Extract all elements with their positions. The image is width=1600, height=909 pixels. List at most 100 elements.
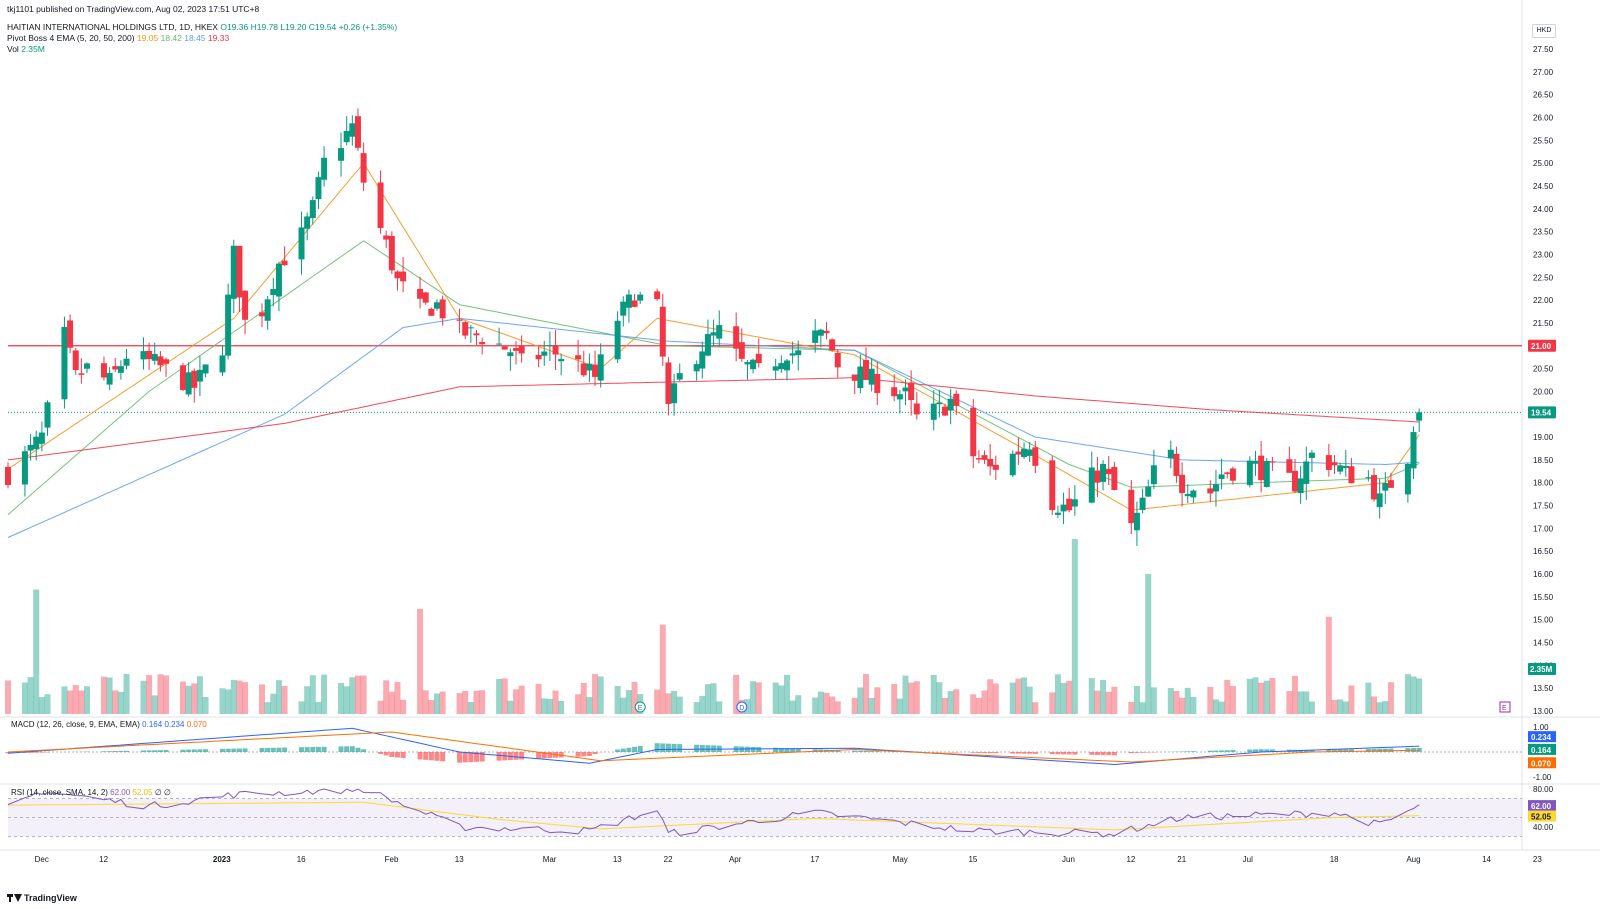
candle-body <box>671 383 678 404</box>
candle-body <box>778 363 785 370</box>
volume-bar <box>383 680 390 714</box>
macd-hist-bar <box>987 752 993 754</box>
macd-hist-bar <box>140 750 146 752</box>
volume-bar <box>61 686 68 714</box>
volume-bar <box>1342 701 1349 714</box>
macd-hist-bar <box>361 749 367 752</box>
candle-body <box>513 348 520 351</box>
volume-bar <box>625 690 632 714</box>
volume-bar <box>716 701 723 714</box>
ohlc-low: L19.20 <box>280 22 307 32</box>
volume-bar <box>501 678 508 714</box>
volume-bar <box>33 589 40 714</box>
candle-body <box>467 327 474 329</box>
volume-bar <box>106 677 113 714</box>
candle-body <box>439 299 446 319</box>
macd-hist-bar <box>790 748 796 752</box>
volume-bar <box>400 699 407 714</box>
last-price-label: 19.54 <box>1531 408 1552 417</box>
candle-body <box>795 350 802 356</box>
candle-body <box>716 325 723 339</box>
candle-body <box>67 320 74 348</box>
time-tick-6: Mar <box>543 855 557 864</box>
candle-body <box>580 363 587 376</box>
candle-body <box>1382 482 1389 491</box>
candle-body <box>625 294 632 308</box>
macd-hist-bar <box>1326 749 1332 752</box>
tradingview-logo-icon <box>7 894 22 902</box>
price-tick-19: 18.00 <box>1533 479 1554 488</box>
candle-body <box>383 235 390 240</box>
macd-hist-bar <box>33 752 39 753</box>
currency-badge[interactable]: HKD <box>1532 24 1556 38</box>
macd-hist-bar <box>434 752 440 761</box>
volume-bar <box>179 681 186 714</box>
footer-brand[interactable]: TradingView <box>7 893 77 903</box>
volume-bar <box>507 700 514 714</box>
candle-body <box>1133 512 1140 531</box>
last-price-label-bg <box>1528 406 1556 419</box>
candle-body <box>992 464 999 470</box>
volume-bar <box>580 682 587 714</box>
volume-bar <box>812 697 819 714</box>
macd-hist-bar <box>660 743 666 752</box>
candle-body <box>1049 460 1056 511</box>
macd-hist-bar <box>671 743 677 752</box>
volume-bar <box>298 701 305 714</box>
macd-hist-bar <box>857 750 863 752</box>
candle-body <box>1054 512 1061 515</box>
volume-bar <box>259 684 266 714</box>
macd-hist-bar <box>1032 752 1038 754</box>
candle-body <box>1229 468 1236 481</box>
price-tick-5: 25.00 <box>1533 159 1554 168</box>
candle-body <box>541 351 548 356</box>
volume-bar <box>665 693 672 714</box>
volume-bar <box>422 690 429 714</box>
candle-body <box>354 116 361 148</box>
macd-hist-bar <box>1111 752 1117 756</box>
macd-hist-bar <box>163 750 169 752</box>
rsi-tick-0: 80.00 <box>1533 785 1554 794</box>
macd-hist-bar <box>750 746 756 752</box>
volume-bar <box>456 693 463 714</box>
volume-bar <box>659 624 666 714</box>
macd-hist-bar <box>39 752 45 753</box>
volume-bar <box>462 690 469 714</box>
macd-hist-bar <box>423 752 429 760</box>
candle-body <box>304 216 311 229</box>
volume-bar <box>541 698 548 714</box>
candle-body <box>936 402 943 405</box>
volume-bar <box>896 698 903 714</box>
macd-hist-bar <box>519 752 525 760</box>
volume-bar <box>851 697 858 714</box>
candle-body <box>264 299 271 321</box>
candle-body <box>473 333 480 336</box>
macd-hist-bar <box>536 752 542 759</box>
candle-body <box>942 406 949 416</box>
volume-bar <box>1365 682 1372 714</box>
macd-hist-bar <box>1258 749 1264 752</box>
macd-hist-bar <box>812 749 818 752</box>
volume-bar <box>433 693 440 714</box>
macd-hist-bar <box>203 749 209 752</box>
price-tick-29: 13.00 <box>1533 707 1554 716</box>
candle-body <box>1088 467 1095 503</box>
volume-bar <box>1071 539 1078 714</box>
volume-bar <box>992 683 999 714</box>
candle-body <box>891 387 898 397</box>
volume-bar <box>1207 686 1214 714</box>
dividend-marker-circle <box>736 701 748 713</box>
candle-body <box>970 407 977 457</box>
volume-bar <box>1229 685 1236 714</box>
volume-bar <box>947 691 954 714</box>
volume-bar <box>140 680 147 714</box>
macd-hist-bar <box>265 747 271 752</box>
volume-bar <box>72 685 79 714</box>
macd-signal-label: 0.070 <box>1531 759 1552 768</box>
volume-bar <box>191 683 198 714</box>
macd-hist-bar <box>1213 750 1219 752</box>
macd-signal-line <box>7 731 1420 763</box>
macd-hist-bar <box>1049 752 1055 755</box>
macd-hist-bar <box>282 747 288 752</box>
volume-bar <box>953 689 960 714</box>
